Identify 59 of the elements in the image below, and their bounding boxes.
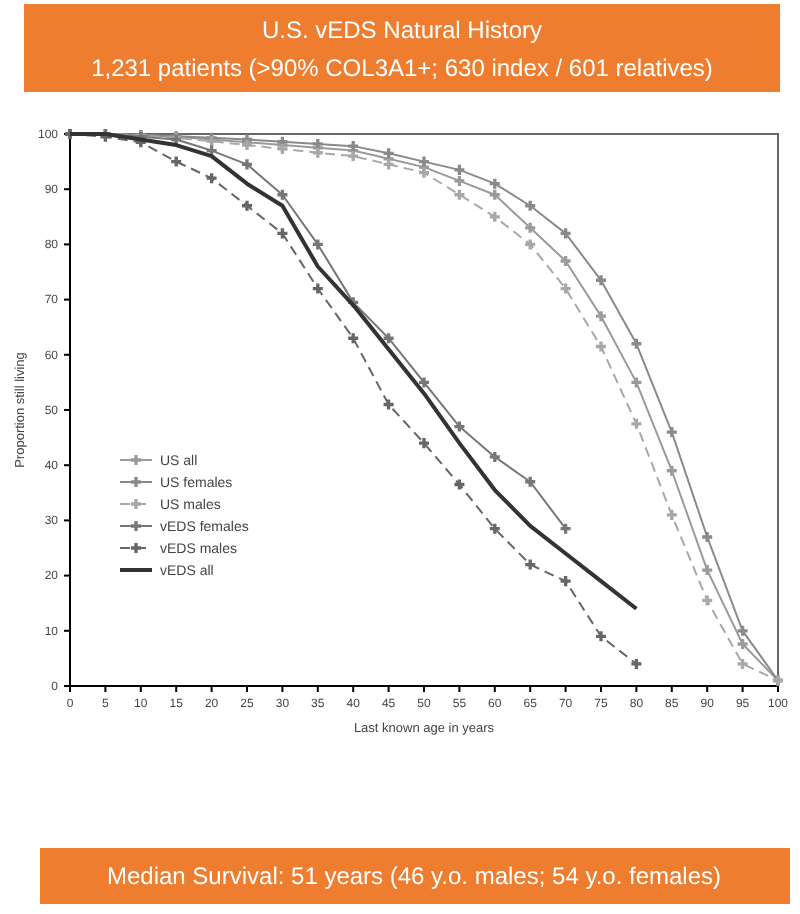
point [383, 399, 394, 410]
point [737, 658, 748, 669]
point [666, 509, 677, 520]
point [454, 175, 465, 186]
point [560, 576, 571, 587]
point [383, 333, 394, 344]
point [348, 151, 359, 162]
point [241, 159, 253, 170]
point [241, 200, 253, 211]
point [525, 476, 536, 487]
point [595, 341, 607, 352]
point [560, 255, 571, 266]
point [206, 173, 217, 184]
text: Median Survival: 51 years (46 y.o. males; 54 y.o. females) [106, 862, 722, 890]
point [383, 159, 394, 170]
point [595, 275, 607, 286]
point [702, 565, 713, 576]
point [277, 228, 288, 239]
point [560, 523, 571, 534]
point [454, 421, 465, 432]
point [737, 639, 748, 650]
point [702, 531, 713, 542]
point [525, 559, 536, 570]
point [277, 189, 288, 200]
point [702, 595, 713, 606]
point [383, 148, 394, 159]
point [666, 465, 677, 476]
point [312, 147, 323, 158]
point [489, 178, 500, 189]
point [737, 625, 748, 636]
point [525, 222, 536, 233]
point [595, 311, 607, 322]
point [631, 658, 642, 669]
point [454, 479, 465, 490]
point [489, 523, 500, 534]
point [418, 438, 430, 449]
point [489, 451, 500, 462]
point [560, 283, 571, 294]
point [312, 283, 323, 294]
chart-subtitle: 1,231 patients (>90% COL3A1+; 630 index / 601 relatives) [91, 54, 713, 82]
point [631, 338, 642, 349]
point [666, 427, 677, 438]
point [312, 239, 323, 250]
point [595, 631, 607, 642]
point [454, 189, 465, 200]
point [525, 239, 536, 250]
point [418, 167, 430, 178]
point [631, 377, 642, 388]
point [525, 200, 536, 211]
point [631, 418, 642, 429]
point [489, 211, 500, 222]
point [489, 189, 500, 200]
chart-title: U.S. vEDS Natural History [261, 16, 543, 44]
point [560, 228, 571, 239]
point [171, 156, 182, 167]
point [418, 377, 430, 388]
point [418, 156, 430, 167]
point [454, 164, 465, 175]
point [348, 333, 359, 344]
